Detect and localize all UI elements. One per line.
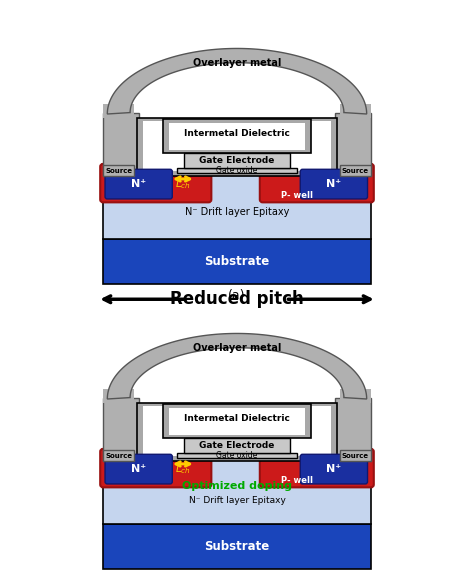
Bar: [339, 104, 371, 118]
Text: $L_{ch}$: $L_{ch}$: [175, 177, 191, 191]
Text: N⁺: N⁺: [326, 179, 341, 189]
Bar: [169, 123, 305, 149]
FancyBboxPatch shape: [100, 164, 211, 202]
Text: Gate Electrode: Gate Electrode: [199, 441, 275, 450]
Bar: [177, 168, 297, 173]
Text: Gate oxide: Gate oxide: [216, 166, 258, 175]
Bar: [335, 113, 371, 176]
Text: Intermetal Dielectric: Intermetal Dielectric: [184, 414, 290, 424]
Polygon shape: [107, 333, 367, 399]
Text: Substrate: Substrate: [204, 540, 270, 553]
FancyBboxPatch shape: [100, 449, 211, 487]
Text: Overlayer metal: Overlayer metal: [193, 58, 281, 68]
Bar: [143, 406, 331, 456]
Bar: [163, 404, 311, 438]
Text: Substrate: Substrate: [204, 255, 270, 268]
Bar: [339, 450, 371, 461]
FancyBboxPatch shape: [260, 164, 374, 202]
Bar: [184, 438, 290, 453]
Bar: [103, 113, 139, 176]
Text: (a): (a): [228, 289, 246, 302]
Text: Intermetal Dielectric: Intermetal Dielectric: [184, 129, 290, 139]
Text: Source: Source: [105, 168, 132, 174]
FancyBboxPatch shape: [300, 169, 367, 199]
Bar: [335, 398, 371, 461]
FancyBboxPatch shape: [105, 454, 173, 484]
Bar: [143, 121, 331, 171]
Text: Gate Electrode: Gate Electrode: [199, 156, 275, 165]
Bar: [103, 450, 135, 461]
Bar: [177, 453, 297, 458]
Bar: [103, 398, 139, 461]
Bar: [103, 451, 371, 524]
Bar: [103, 524, 371, 569]
Text: N⁺: N⁺: [131, 464, 146, 474]
FancyBboxPatch shape: [260, 449, 374, 487]
Text: N⁻ Drift layer Epitaxy: N⁻ Drift layer Epitaxy: [185, 207, 289, 217]
Bar: [339, 389, 371, 404]
Text: N⁻ Drift layer Epitaxy: N⁻ Drift layer Epitaxy: [189, 496, 285, 504]
Bar: [103, 165, 135, 176]
Text: Source: Source: [105, 453, 132, 459]
Bar: [103, 389, 135, 404]
Text: Gate oxide: Gate oxide: [216, 451, 258, 460]
Text: Reduced pitch: Reduced pitch: [170, 290, 304, 308]
Text: Source: Source: [342, 453, 369, 459]
Bar: [137, 118, 337, 176]
Bar: [137, 403, 337, 461]
FancyBboxPatch shape: [300, 454, 367, 484]
Text: N⁺: N⁺: [131, 179, 146, 189]
Text: Source: Source: [342, 168, 369, 174]
Text: N⁺: N⁺: [326, 464, 341, 474]
Text: P- well: P- well: [281, 476, 313, 484]
Text: Overlayer metal: Overlayer metal: [193, 343, 281, 353]
Bar: [163, 119, 311, 153]
Bar: [103, 239, 371, 283]
Bar: [339, 165, 371, 176]
Bar: [184, 153, 290, 168]
Bar: [103, 166, 371, 239]
FancyBboxPatch shape: [105, 169, 173, 199]
Bar: [103, 104, 135, 118]
Bar: [169, 408, 305, 434]
Polygon shape: [107, 48, 367, 114]
Text: $L_{ch}$: $L_{ch}$: [175, 462, 191, 476]
Text: P- well: P- well: [281, 191, 313, 200]
Text: Optimized doping: Optimized doping: [182, 481, 292, 491]
